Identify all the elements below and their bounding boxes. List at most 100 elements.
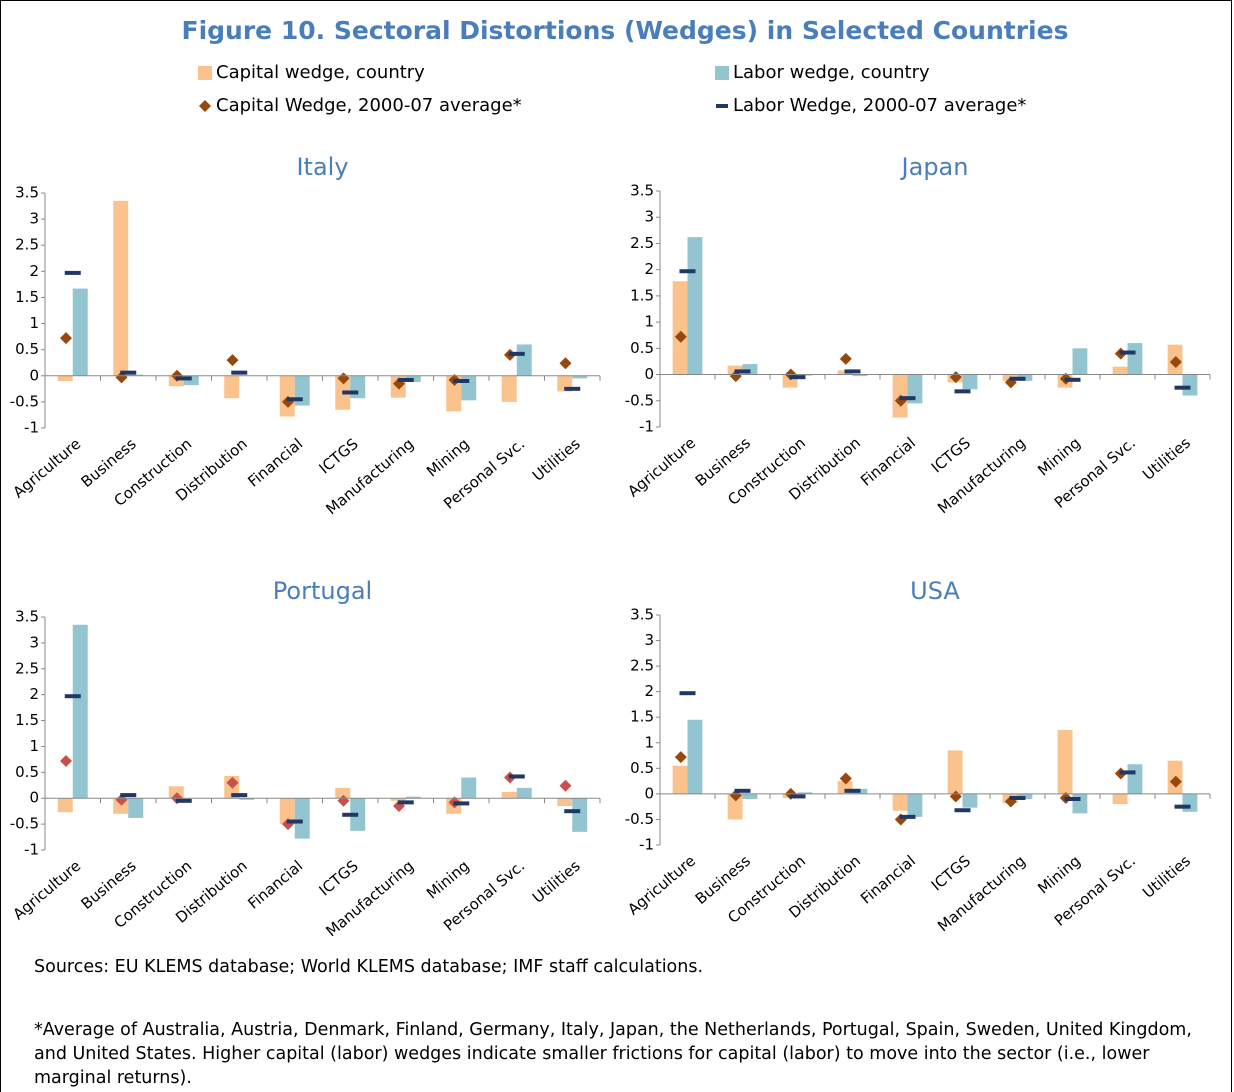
x-tick-label: Agriculture bbox=[624, 434, 699, 501]
x-tick-label: Agriculture bbox=[624, 852, 699, 919]
avg-dash bbox=[789, 375, 806, 380]
avg-dash bbox=[1064, 797, 1081, 801]
avg-diamond bbox=[559, 779, 572, 792]
avg-dash bbox=[342, 812, 359, 817]
y-tick-label: 0 bbox=[644, 784, 654, 802]
panel-title: Italy bbox=[296, 153, 348, 181]
bar bbox=[224, 375, 240, 399]
bar bbox=[279, 375, 295, 417]
y-tick-label: 2 bbox=[644, 260, 654, 278]
panel: Portugal 3.5 3 2.5 2 1.5 1 0.5 0 -0.5 -1Agricultur… bbox=[9, 577, 601, 940]
avg-dash bbox=[564, 809, 581, 814]
avg-dash bbox=[286, 819, 303, 824]
avg-diamond bbox=[839, 772, 852, 785]
x-tick-label: Utilities bbox=[529, 857, 584, 907]
bar bbox=[405, 796, 421, 799]
bar bbox=[1112, 793, 1128, 805]
x-tick-label: Mining bbox=[423, 857, 473, 903]
x-tick-label: Financial bbox=[244, 435, 306, 491]
panel: Japan3.532.521.510.50-0.5-1AgricultureBu… bbox=[624, 153, 1211, 517]
legend-label: Capital Wedge, 2000-07 average* bbox=[216, 95, 522, 116]
avg-dash bbox=[1064, 377, 1081, 382]
legend-swatch bbox=[716, 104, 728, 108]
bar bbox=[892, 793, 908, 811]
avg-dash bbox=[1174, 385, 1191, 390]
y-tick-label: -0.5 bbox=[625, 810, 654, 828]
bar bbox=[461, 777, 477, 799]
y-tick-label: -1 bbox=[24, 841, 39, 859]
avg-dash bbox=[64, 270, 81, 275]
y-tick-label: 0 bbox=[29, 789, 39, 807]
bar bbox=[572, 375, 588, 379]
bar bbox=[852, 374, 868, 377]
bar bbox=[687, 237, 703, 375]
x-tick-label: Financial bbox=[857, 852, 919, 908]
y-tick-label: 3.5 bbox=[630, 182, 654, 200]
y-tick-label: 1 bbox=[644, 313, 654, 331]
y-tick-label: 3 bbox=[29, 633, 39, 651]
figure-title: Figure 10. Sectoral Distortions (Wedges)… bbox=[182, 16, 1069, 45]
bar bbox=[239, 798, 255, 800]
avg-dash bbox=[508, 351, 525, 356]
avg-dash bbox=[453, 379, 470, 383]
panel-title: Portugal bbox=[273, 577, 372, 605]
bar bbox=[168, 786, 184, 799]
bar bbox=[962, 374, 978, 390]
avg-dash bbox=[453, 801, 470, 806]
y-tick-label: 0.5 bbox=[630, 759, 654, 777]
x-tick-label: Utilities bbox=[529, 435, 584, 485]
x-tick-label: ICTGS bbox=[316, 435, 362, 478]
x-tick-label: Mining bbox=[423, 435, 473, 481]
bar bbox=[672, 765, 688, 794]
legend-swatch bbox=[198, 66, 212, 80]
avg-dash bbox=[844, 788, 861, 793]
y-tick-label: 1.5 bbox=[630, 708, 654, 726]
legend-swatch bbox=[715, 66, 729, 80]
bar bbox=[1127, 764, 1143, 794]
avg-diamond bbox=[226, 776, 239, 789]
y-tick-label: 2.5 bbox=[15, 236, 39, 254]
avg-dash bbox=[844, 369, 861, 374]
y-tick-label: 2.5 bbox=[630, 234, 654, 252]
avg-dash bbox=[679, 691, 696, 696]
y-tick-label: 2 bbox=[644, 682, 654, 700]
y-tick-label: 2.5 bbox=[630, 657, 654, 675]
avg-dash bbox=[1009, 795, 1026, 800]
y-tick-label: 3 bbox=[644, 208, 654, 226]
avg-dash bbox=[508, 774, 525, 779]
avg-dash bbox=[231, 370, 248, 375]
y-tick-label: 1 bbox=[29, 314, 39, 332]
avg-diamond bbox=[1169, 355, 1182, 368]
avg-diamond bbox=[559, 357, 572, 370]
bar bbox=[113, 200, 129, 376]
avg-dash bbox=[954, 808, 971, 813]
y-tick-label: 1 bbox=[29, 737, 39, 755]
bar bbox=[557, 798, 573, 806]
bar bbox=[1057, 730, 1073, 794]
y-tick-label: 3.5 bbox=[15, 608, 39, 626]
bar bbox=[501, 375, 517, 402]
bar bbox=[501, 792, 517, 799]
bar bbox=[962, 793, 978, 808]
y-tick-label: 0.5 bbox=[15, 763, 39, 781]
avg-dash bbox=[734, 788, 751, 793]
y-tick-label: 3.5 bbox=[15, 184, 39, 202]
avg-dash bbox=[397, 377, 414, 382]
avg-dash bbox=[734, 369, 751, 374]
y-tick-label: -1 bbox=[24, 419, 39, 437]
y-tick-label: 1.5 bbox=[15, 711, 39, 729]
avg-dash bbox=[954, 389, 971, 394]
bar bbox=[1072, 793, 1088, 814]
bar bbox=[57, 798, 73, 813]
bar bbox=[947, 750, 963, 794]
legend-label: Labor Wedge, 2000-07 average* bbox=[733, 95, 1026, 116]
y-tick-label: 0 bbox=[644, 365, 654, 383]
avg-diamond bbox=[226, 354, 239, 367]
y-tick-label: -0.5 bbox=[10, 815, 39, 833]
avg-dash bbox=[1009, 376, 1026, 381]
avg-dash bbox=[64, 694, 81, 699]
avg-dash bbox=[789, 794, 806, 799]
legend-label: Labor wedge, country bbox=[733, 62, 930, 83]
avg-dash bbox=[899, 396, 916, 401]
